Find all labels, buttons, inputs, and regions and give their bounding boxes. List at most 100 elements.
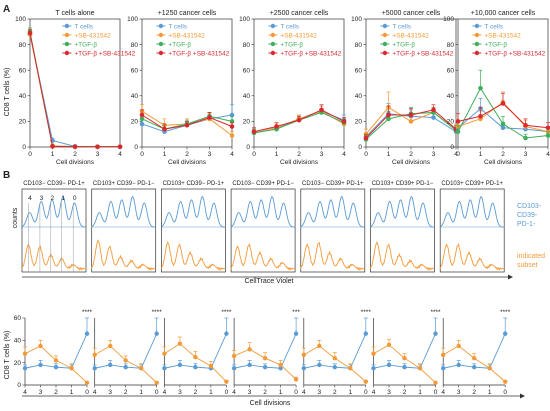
data-point <box>184 122 190 128</box>
legend-swatch-dot <box>158 50 164 56</box>
data-point <box>207 115 212 120</box>
subset-histogram <box>91 239 156 271</box>
data-point <box>38 362 43 368</box>
y-tick-label: 60 <box>355 67 363 74</box>
data-point <box>95 144 100 150</box>
y-tick-label: 20 <box>14 360 22 367</box>
x-tick-label: 0 <box>503 389 507 396</box>
data-point <box>262 364 268 370</box>
y-tick-label: 80 <box>19 42 27 49</box>
x-tick-label: 0 <box>252 151 256 158</box>
chart-legend: T cells +SB-431542 +TGF-β +TGF-β +SB-431542 <box>472 23 546 57</box>
chart-legend: T cells +SB-431542 +TGF-β +TGF-β +SB-431542 <box>156 23 230 57</box>
data-point <box>441 352 446 358</box>
y-tick-label: 100 <box>15 16 26 23</box>
legend-swatch-dot <box>158 23 164 29</box>
reference-series <box>371 317 438 371</box>
x-tick-label: 3 <box>387 389 391 396</box>
legend-swatch-dot <box>382 50 388 56</box>
panel-b-xlabel: Cell divisions <box>250 400 291 407</box>
y-tick-label: 60 <box>131 67 139 74</box>
legend-swatch-dot <box>64 32 70 38</box>
data-point <box>386 362 392 368</box>
y-tick-label: 0 <box>22 144 26 151</box>
x-tick-label: 4 <box>441 389 445 396</box>
x-tick-label: 4 <box>93 389 97 396</box>
histogram-subset-title: CD103+ CD39− PD-1+ <box>163 181 225 187</box>
y-tick-label: 80 <box>131 42 139 49</box>
series-3 <box>363 104 459 141</box>
data-point <box>417 366 423 371</box>
data-point <box>408 112 414 118</box>
x-tick-label: 0 <box>155 389 159 396</box>
histogram-5: CD103+ CD39+ PD-1− <box>370 181 435 273</box>
data-point <box>341 119 347 124</box>
data-point <box>262 356 268 361</box>
data-point <box>229 124 235 129</box>
panel-label-b: B <box>3 170 10 181</box>
legend-swatch-dot <box>474 50 480 56</box>
x-tick-label: 3 <box>108 389 112 396</box>
legend-label: T cells <box>484 23 503 30</box>
y-tick-label: 40 <box>14 338 22 345</box>
series-2 <box>455 69 550 141</box>
y-tick-label: 100 <box>127 16 138 23</box>
subset-histogram <box>230 243 296 271</box>
series-line <box>94 333 158 369</box>
data-point <box>92 352 97 358</box>
panel-b-chart-3: 4 3 2 1 0 *** <box>231 309 300 396</box>
legend-label: T cells <box>280 23 299 30</box>
legend-label: +TGF-β +SB-431542 <box>168 50 229 57</box>
data-point <box>386 116 391 122</box>
histogram-4: CD103− CD39+ PD-1+ <box>300 181 366 273</box>
data-point <box>363 135 369 141</box>
y-tick-label: 20 <box>243 119 251 126</box>
legend-label: +TGF-β <box>392 41 415 48</box>
data-point <box>503 331 508 336</box>
panel-b-chart-5: 4 3 2 1 0 **** <box>371 309 441 396</box>
reference-histogram <box>21 195 86 228</box>
reference-histogram <box>370 195 435 228</box>
x-tick-label: 1 <box>488 389 492 396</box>
series-line <box>234 333 297 369</box>
y-tick-label: 100 <box>443 16 454 23</box>
histogram-6: CD103+ CD39+ PD-1+ <box>439 181 505 273</box>
data-point <box>50 144 55 149</box>
x-tick-label: 2 <box>403 389 407 396</box>
data-point <box>193 364 198 370</box>
legend-label: T cells <box>392 23 411 30</box>
y-tick-label: 0 <box>450 144 454 151</box>
x-tick-label: 0 <box>28 151 32 158</box>
data-point <box>545 125 550 131</box>
significance-label: **** <box>361 309 372 316</box>
histogram-subset-title: CD103+ CD39+ PD-1+ <box>441 181 503 187</box>
series-line <box>24 333 88 369</box>
series-3 <box>251 104 347 134</box>
x-tick-label: 0 <box>364 389 368 396</box>
data-point <box>455 129 461 134</box>
chart-title: +1250 cancer cells <box>158 10 217 17</box>
legend-swatch-dot <box>270 41 276 47</box>
data-point <box>523 135 528 141</box>
legend-label: +TGF-β +SB-431542 <box>484 50 545 57</box>
data-point <box>408 119 414 124</box>
legend-swatch-dot <box>382 32 388 38</box>
panel-b-chart-1: 4 3 2 1 0 **** <box>92 309 162 396</box>
legend-label: +SB-431542 <box>280 32 317 39</box>
y-tick-label: 0 <box>358 144 362 151</box>
data-point <box>386 342 392 347</box>
data-point <box>123 364 128 370</box>
chart-title: +2500 cancer cells <box>270 10 329 17</box>
x-tick-label: 4 <box>372 389 376 396</box>
subset-histogram <box>439 243 505 271</box>
data-point <box>455 119 461 124</box>
histogram-subset-title: CD103− CD39− PD-1+ <box>23 181 85 187</box>
data-point <box>162 351 167 356</box>
panel-b-chart-0: 4 3 2 1 0 0 20 40 60 **** <box>14 309 93 396</box>
data-point <box>22 351 28 356</box>
data-point <box>503 379 508 384</box>
data-point <box>317 343 322 349</box>
histogram-frame <box>439 188 505 273</box>
